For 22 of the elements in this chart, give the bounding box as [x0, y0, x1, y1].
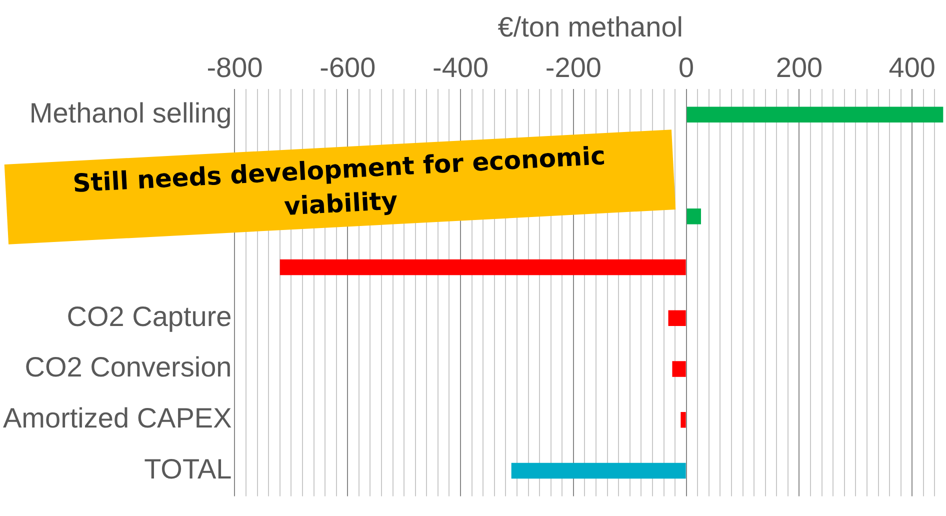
y-tick-label: Amortized CAPEX — [2, 402, 232, 434]
banner: Still needs development for economic viability — [4, 130, 676, 244]
annotation: Still needs development for economic viability — [72, 141, 606, 221]
x-tick-label: -800 — [206, 52, 263, 84]
x-axis-title: €/ton methanol — [498, 12, 683, 43]
x-tick-label: 200 — [776, 52, 823, 84]
bar — [686, 106, 944, 123]
x-tick-label: 400 — [888, 52, 936, 84]
x-tick-label: -400 — [432, 52, 489, 84]
bar — [680, 412, 686, 428]
bar — [672, 361, 686, 377]
bar — [511, 462, 686, 479]
bar — [280, 259, 686, 276]
y-tick-label: Methanol selling — [29, 97, 232, 128]
x-tick-label: -600 — [320, 52, 376, 84]
x-tick-label: 0 — [678, 52, 694, 84]
bar — [686, 208, 702, 224]
y-tick-label: CO2 Conversion — [24, 352, 232, 383]
y-tick-label: CO2 Capture — [66, 300, 232, 332]
x-tick-label: -200 — [545, 52, 602, 84]
y-tick-label: TOTAL — [144, 453, 232, 484]
bar — [668, 310, 686, 326]
